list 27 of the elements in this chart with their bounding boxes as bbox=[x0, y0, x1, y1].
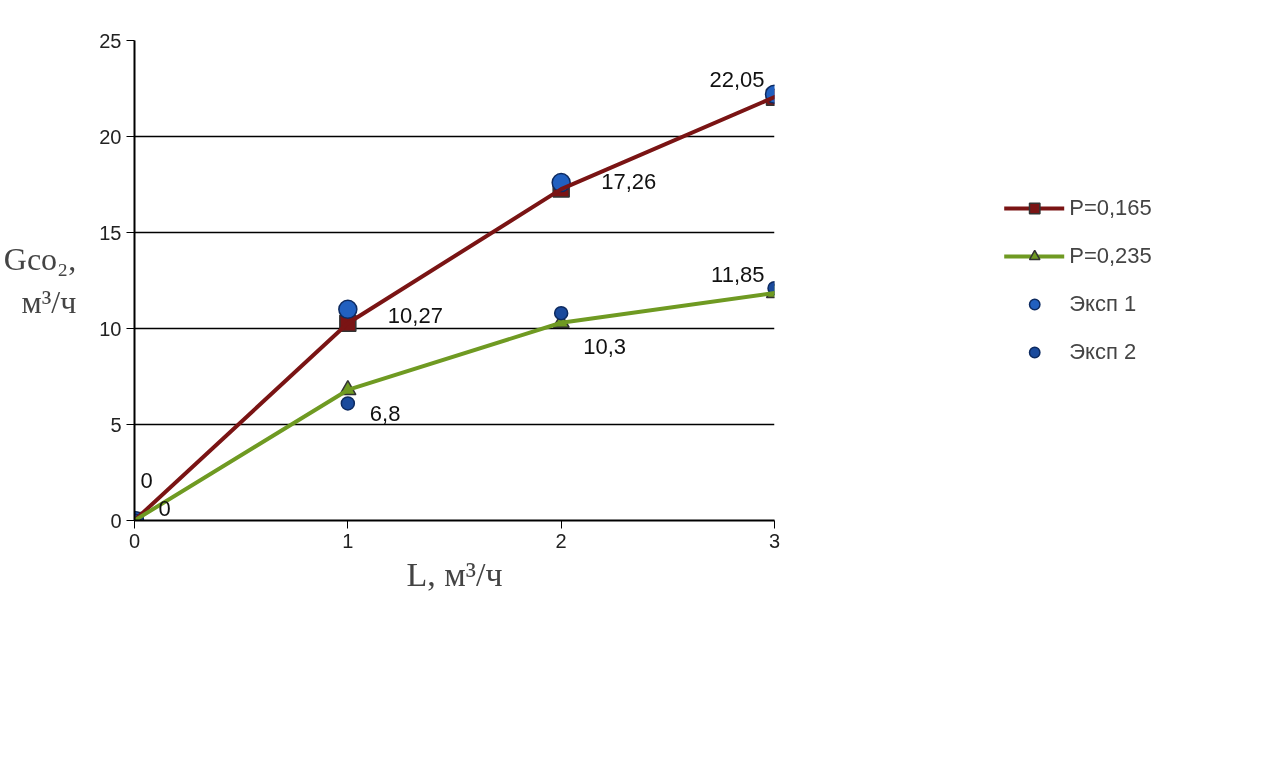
data-label: 6,8 bbox=[369, 401, 401, 427]
data-label: 11,85 bbox=[711, 262, 765, 288]
y-tick-label: 15 bbox=[99, 221, 122, 244]
data-label: 10,3 bbox=[583, 334, 626, 360]
x-tick-label: 0 bbox=[128, 529, 141, 552]
data-label: 0 bbox=[158, 496, 171, 521]
x-axis-title: L, м³/ч bbox=[406, 555, 503, 593]
legend-label: P=0,165 bbox=[1069, 195, 1152, 221]
data-label: 0 bbox=[140, 468, 153, 493]
point bbox=[553, 305, 569, 321]
y-tick-label: 5 bbox=[110, 413, 122, 436]
y-tick-label: 10 bbox=[99, 317, 122, 340]
x-tick-label: 2 bbox=[555, 529, 567, 552]
y-tick-label: 0 bbox=[110, 509, 122, 532]
x-tick-label: 1 bbox=[342, 529, 354, 552]
point bbox=[338, 299, 358, 320]
y-axis-title: Gco₂, м³/ч bbox=[3, 240, 77, 321]
x-tick-label: 3 bbox=[768, 529, 781, 552]
point bbox=[340, 396, 356, 411]
data-label: 22,05 bbox=[709, 66, 765, 92]
data-label: 10,27 bbox=[387, 302, 443, 328]
y-tick-label: 25 bbox=[99, 29, 122, 52]
data-label: 17,26 bbox=[601, 168, 657, 194]
legend-label: Эксп 1 bbox=[1069, 291, 1137, 317]
legend-label: P=0,235 bbox=[1069, 243, 1152, 269]
y-tick-label: 20 bbox=[99, 125, 122, 148]
legend-label: Эксп 2 bbox=[1069, 339, 1137, 365]
